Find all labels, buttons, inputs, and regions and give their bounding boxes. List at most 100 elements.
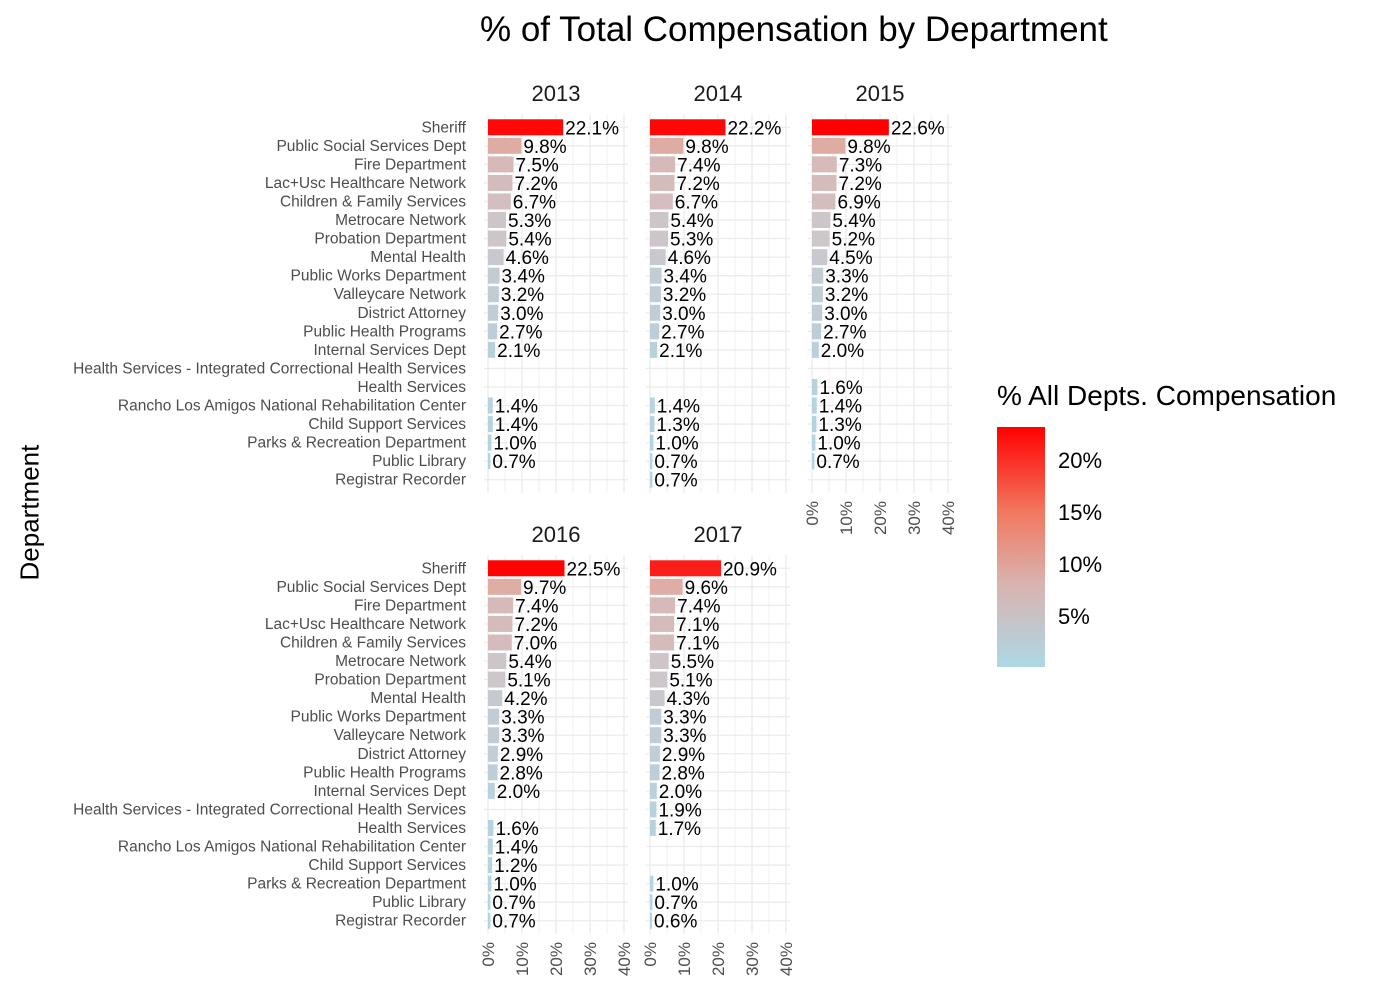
bar [488,875,492,892]
category-label: Lac+Usc Healthcare Network [265,616,466,633]
x-tick-label: 40% [615,942,634,976]
legend-tick: 5% [1058,604,1090,629]
facet-title: 2014 [694,81,743,106]
category-label: Parks & Recreation Department [247,435,467,452]
category-label: Fire Department [354,156,467,173]
bar [650,230,669,247]
data-label: 7.2% [838,174,881,195]
category-label: Probation Department [314,672,466,689]
bar [488,653,507,670]
data-label: 1.4% [495,838,538,859]
category-label: Public Works Department [291,268,467,285]
bar [650,801,657,818]
bar [812,453,815,470]
category-label: Public Works Department [291,709,467,726]
bar [488,857,493,874]
data-label: 5.1% [507,671,550,692]
bar [812,174,837,191]
bar [650,249,666,266]
x-tick-label: 40% [777,942,796,976]
bar [650,471,653,488]
bar [812,156,837,173]
data-label: 9.8% [523,137,566,158]
data-label: 7.5% [516,155,559,176]
data-label: 1.6% [495,819,538,840]
data-label: 4.2% [504,689,547,710]
legend-color-bar [997,427,1045,667]
x-tick-label: 20% [709,942,728,976]
data-label: 3.3% [663,708,706,729]
data-label: 2.8% [500,763,543,784]
bar [650,875,654,892]
data-label: 2.7% [499,322,542,343]
bar [488,304,499,321]
data-label: 5.4% [508,652,551,673]
bar [488,416,493,433]
category-label: Sheriff [421,560,466,577]
data-label: 4.6% [668,248,711,269]
bar [650,634,675,651]
bar [488,690,503,707]
data-label: 3.3% [825,267,868,288]
bar [812,434,816,451]
data-label: 5.1% [669,671,712,692]
data-label: 5.5% [671,652,714,673]
bar [488,453,491,470]
bar [488,434,492,451]
bar [488,174,513,191]
category-label: Public Health Programs [303,764,466,781]
data-label: 3.0% [500,304,543,325]
data-label: 7.4% [677,155,720,176]
x-tick-label: 20% [547,942,566,976]
data-label: 5.4% [832,211,875,232]
category-label: Sheriff [421,119,466,136]
bar [812,249,828,266]
data-label: 4.3% [667,689,710,710]
bar [488,212,507,229]
x-tick-label: 10% [675,942,694,976]
data-label: 7.4% [515,596,558,617]
bar [488,341,496,358]
x-tick-label: 0% [803,501,822,526]
bar [650,304,661,321]
bar [812,230,830,247]
category-label: Child Support Services [308,416,466,433]
bar [488,119,564,136]
category-label: Metrocare Network [335,653,466,670]
category-label: Health Services [357,820,466,837]
data-label: 1.0% [655,875,698,896]
bar [650,286,661,303]
data-label: 3.3% [501,708,544,729]
data-label: 6.9% [837,192,880,213]
x-tick-label: 40% [939,501,958,535]
bar [812,341,819,358]
data-label: 1.0% [655,434,698,455]
bar [650,416,655,433]
data-label: 3.3% [663,726,706,747]
data-label: 7.2% [676,174,719,195]
category-label: Probation Department [314,231,466,248]
bar [650,615,675,632]
bar [812,397,817,414]
bar [650,690,665,707]
facet-title: 2016 [532,522,581,547]
bar [488,634,512,651]
data-label: 22.2% [727,118,781,139]
data-label: 1.4% [495,397,538,418]
category-label: Valleycare Network [334,727,467,744]
data-label: 1.4% [657,397,700,418]
bar [650,453,653,470]
bar [812,119,889,136]
bar [488,560,565,577]
bar [812,304,823,321]
data-label: 5.3% [508,211,551,232]
category-label: Registrar Recorder [335,472,466,489]
data-label: 2.1% [497,341,540,362]
bar [488,894,491,911]
bar [650,434,654,451]
data-label: 6.7% [675,192,718,213]
bar [812,193,836,210]
bar [488,137,522,154]
category-label: Internal Services Dept [314,783,467,800]
category-label: Public Social Services Dept [276,138,466,155]
